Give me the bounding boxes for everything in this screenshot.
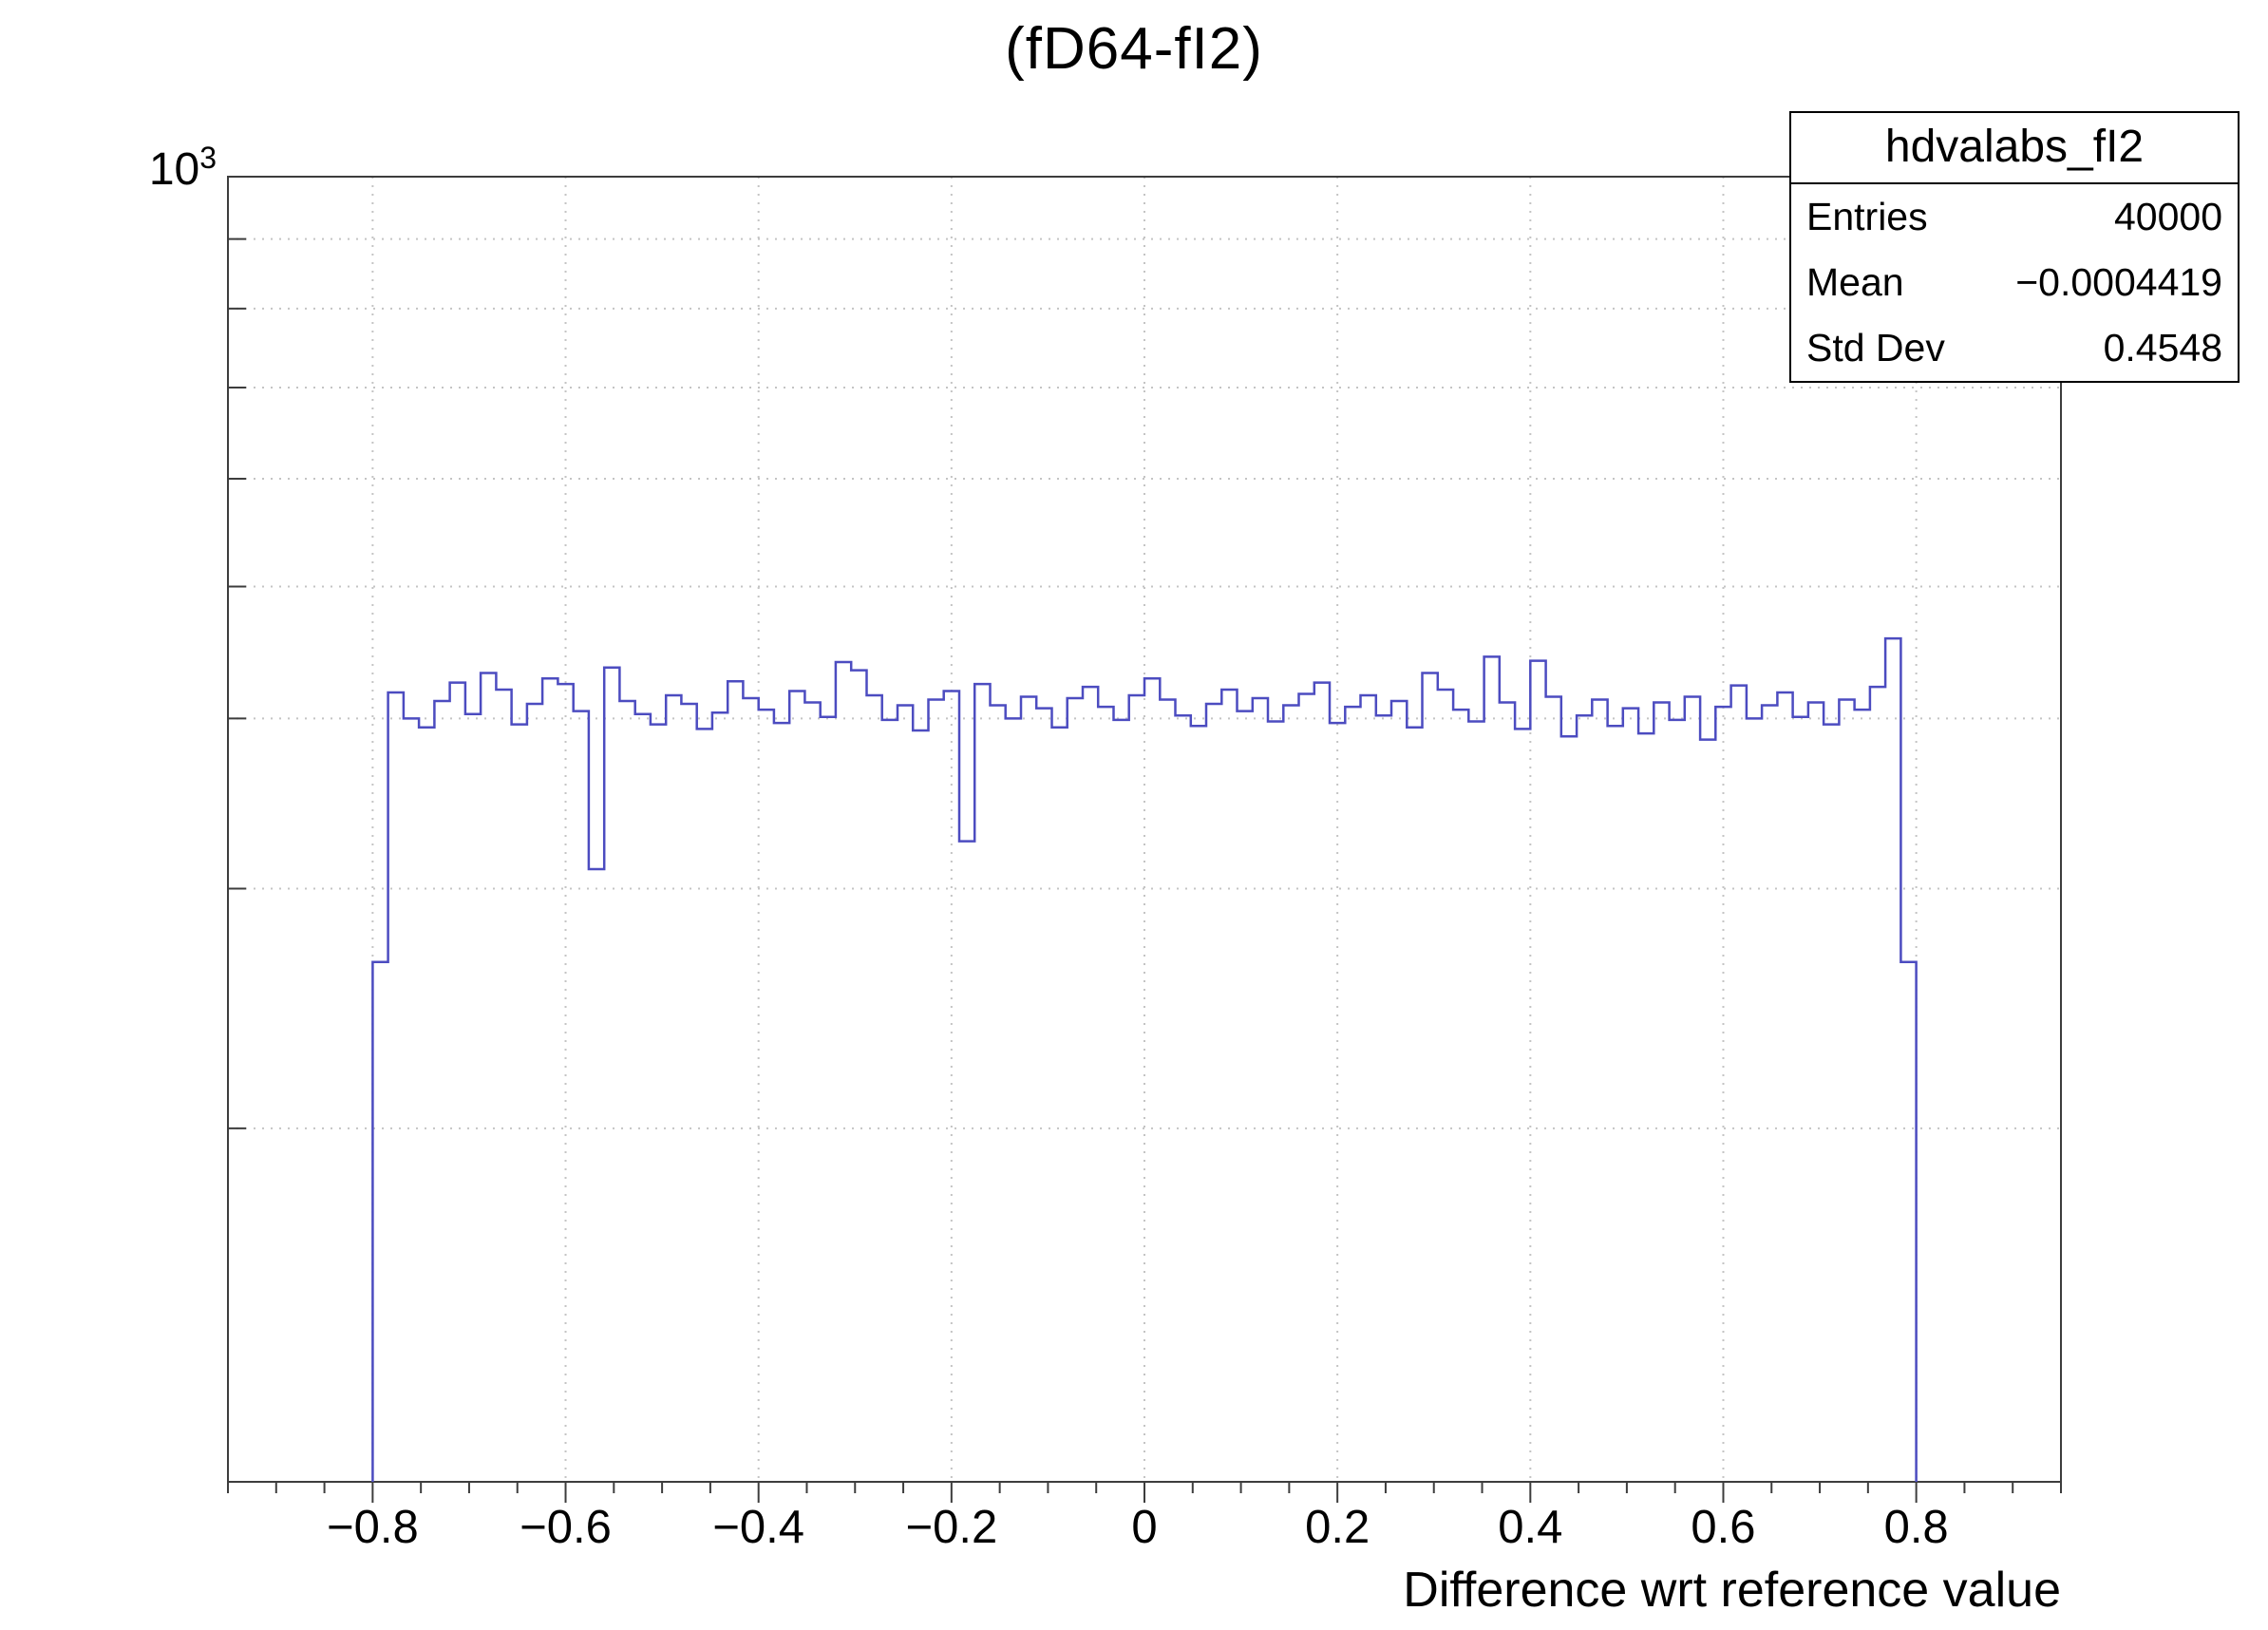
stats-row-stddev: Std Dev 0.4548 xyxy=(1791,315,2238,381)
stats-label-stddev: Std Dev xyxy=(1806,326,1945,370)
axis-ticks xyxy=(227,176,2062,1503)
x-tick-label: −0.2 xyxy=(905,1502,998,1553)
stats-value-mean: −0.0004419 xyxy=(2015,260,2222,304)
gridlines xyxy=(228,177,2061,1482)
x-tick-label: −0.8 xyxy=(326,1502,419,1553)
stats-value-stddev: 0.4548 xyxy=(2103,326,2222,370)
plot-frame xyxy=(227,176,2062,1483)
histogram-line xyxy=(371,636,1918,1482)
x-tick-label: −0.4 xyxy=(712,1502,805,1553)
stats-label-mean: Mean xyxy=(1806,260,1904,304)
stats-box-title: hdvalabs_fI2 xyxy=(1791,113,2238,184)
x-tick-label: 0.2 xyxy=(1305,1502,1370,1553)
x-tick-label: 0.6 xyxy=(1691,1502,1756,1553)
stats-row-mean: Mean −0.0004419 xyxy=(1791,250,2238,315)
y-axis-decade-label: 103 xyxy=(0,141,217,196)
y-label-base: 10 xyxy=(148,144,200,195)
stats-box: hdvalabs_fI2 Entries 40000 Mean −0.00044… xyxy=(1789,111,2240,383)
y-label-exponent: 3 xyxy=(199,141,217,175)
chart-title: (fD64-fI2) xyxy=(1005,16,1263,82)
stats-label-entries: Entries xyxy=(1806,195,1928,238)
stats-row-entries: Entries 40000 xyxy=(1791,184,2238,250)
x-tick-label: −0.6 xyxy=(520,1502,612,1553)
x-tick-label: 0 xyxy=(1131,1502,1158,1553)
x-tick-label: 0.8 xyxy=(1883,1502,1949,1553)
x-axis-title: Difference wrt reference value xyxy=(1403,1563,2061,1618)
x-tick-label: 0.4 xyxy=(1498,1502,1563,1553)
stats-value-entries: 40000 xyxy=(2113,195,2222,238)
